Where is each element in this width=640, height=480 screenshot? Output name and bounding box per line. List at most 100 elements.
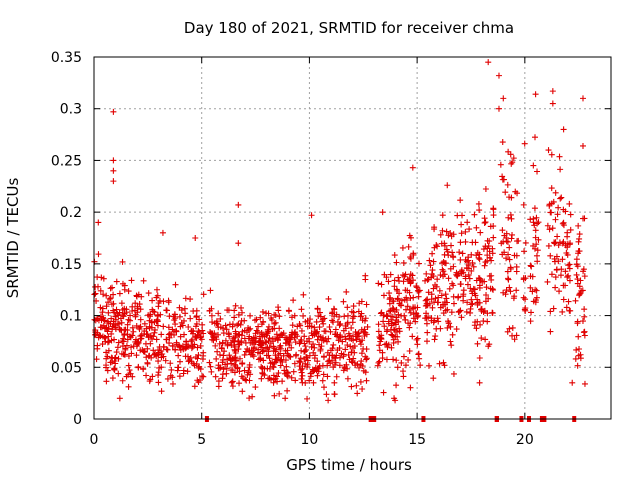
data-point <box>378 335 385 342</box>
data-point <box>129 324 136 331</box>
data-point <box>430 375 437 382</box>
data-point <box>344 319 351 326</box>
data-point <box>507 211 514 218</box>
data-point <box>560 206 567 213</box>
data-point <box>176 373 183 380</box>
data-point <box>504 181 511 188</box>
data-point <box>225 307 232 314</box>
data-point <box>150 308 157 315</box>
data-point <box>173 339 180 346</box>
data-point <box>563 304 570 311</box>
x-axis-label: GPS time / hours <box>286 456 412 474</box>
data-point <box>273 331 280 338</box>
data-point <box>180 317 187 324</box>
data-point <box>92 290 99 297</box>
data-point <box>426 257 433 264</box>
data-point <box>253 316 260 323</box>
data-point <box>462 228 469 235</box>
data-point <box>485 59 492 66</box>
data-point <box>314 306 321 313</box>
data-point <box>474 318 481 325</box>
data-point <box>560 296 567 303</box>
data-point <box>182 295 189 302</box>
data-point <box>414 335 421 342</box>
data-point <box>177 323 184 330</box>
data-point <box>417 362 424 369</box>
data-point <box>495 72 502 79</box>
data-point <box>129 373 136 380</box>
data-point <box>298 375 305 382</box>
data-point <box>364 323 371 330</box>
data-point <box>310 379 317 386</box>
data-point <box>118 300 125 307</box>
data-point <box>396 325 403 332</box>
data-point <box>557 195 564 202</box>
data-point <box>292 331 299 338</box>
data-point <box>342 336 349 343</box>
data-point <box>217 324 224 331</box>
data-point <box>469 259 476 266</box>
data-point <box>246 333 253 340</box>
data-point <box>141 349 148 356</box>
x-tick-label: 5 <box>197 432 206 448</box>
data-point <box>507 265 514 272</box>
data-point <box>345 352 352 359</box>
data-point <box>260 318 267 325</box>
data-point <box>142 340 149 347</box>
data-point <box>558 194 565 201</box>
data-point <box>400 278 407 285</box>
data-point <box>330 305 337 312</box>
data-point <box>298 327 305 334</box>
data-point <box>444 182 451 189</box>
data-point <box>341 313 348 320</box>
data-point <box>315 313 322 320</box>
data-point <box>191 383 198 390</box>
data-point <box>177 358 184 365</box>
data-point <box>581 273 588 280</box>
data-point <box>502 189 509 196</box>
data-point <box>118 350 125 357</box>
data-point <box>513 263 520 270</box>
data-point <box>232 330 239 337</box>
data-point <box>223 326 230 333</box>
data-point <box>151 329 158 336</box>
data-point <box>220 330 227 337</box>
data-point <box>575 333 582 340</box>
data-point <box>140 365 147 372</box>
data-point <box>363 377 370 384</box>
data-point <box>177 346 184 353</box>
data-point <box>574 362 581 369</box>
data-point <box>577 277 584 284</box>
data-point <box>286 353 293 360</box>
data-point <box>178 307 185 314</box>
data-point <box>450 370 457 377</box>
data-point <box>342 322 349 329</box>
data-point <box>337 320 344 327</box>
data-point <box>163 346 170 353</box>
data-point <box>172 281 179 288</box>
data-point <box>354 390 361 397</box>
data-point <box>457 239 464 246</box>
data-point <box>125 288 132 295</box>
data-point <box>450 263 457 270</box>
data-point <box>238 332 245 339</box>
data-point <box>527 273 534 280</box>
data-point <box>473 277 480 284</box>
data-point <box>103 303 110 310</box>
data-point <box>154 311 161 318</box>
data-point <box>196 316 203 323</box>
data-point <box>483 292 490 299</box>
data-point <box>209 319 216 326</box>
data-point <box>108 301 115 308</box>
data-point <box>457 281 464 288</box>
data-point <box>167 372 174 379</box>
data-point <box>277 332 284 339</box>
data-point <box>462 275 469 282</box>
data-point <box>155 358 162 365</box>
data-point <box>565 262 572 269</box>
data-point <box>363 346 370 353</box>
data-point <box>105 347 112 354</box>
data-point <box>241 351 248 358</box>
data-point <box>484 252 491 259</box>
